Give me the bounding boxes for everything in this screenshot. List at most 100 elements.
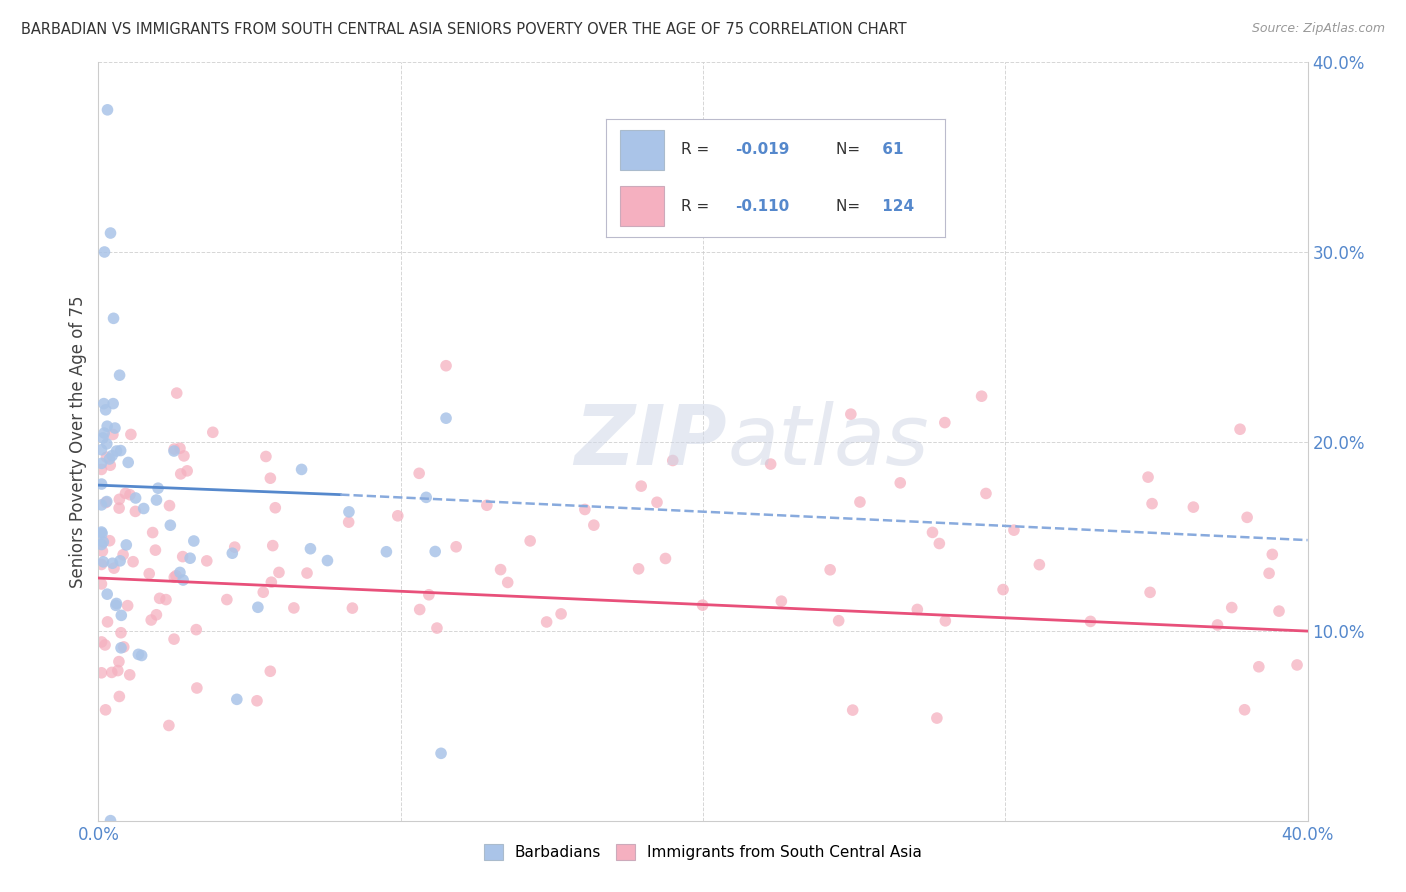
Point [91, 544, 114, 558]
Point [1002, 523, 1025, 537]
Point [818, 563, 841, 577]
Point [574, 502, 596, 516]
Point [252, 585, 274, 599]
Point [262, 539, 284, 553]
Point [246, 600, 269, 615]
Point [122, 555, 145, 569]
Point [925, 711, 948, 725]
Point [934, 614, 956, 628]
Point [107, 664, 129, 678]
Point [827, 614, 849, 628]
Point [1220, 600, 1243, 615]
Point [101, 556, 124, 570]
Point [225, 692, 247, 706]
Point [118, 668, 141, 682]
Point [434, 411, 457, 425]
Point [645, 495, 668, 509]
Point [145, 493, 167, 508]
Point [215, 592, 238, 607]
Point [138, 566, 160, 581]
Point [991, 582, 1014, 597]
Point [96, 494, 118, 508]
Point [1139, 585, 1161, 599]
Point [430, 747, 453, 761]
Point [100, 665, 122, 680]
Point [91, 526, 114, 541]
Point [759, 457, 782, 471]
Point [1229, 422, 1251, 436]
Point [1268, 604, 1291, 618]
Point [337, 505, 360, 519]
Point [91, 431, 114, 445]
Point [118, 488, 141, 502]
Point [101, 449, 124, 463]
Point [183, 534, 205, 549]
Point [142, 525, 165, 540]
Text: atlas: atlas [727, 401, 929, 482]
Point [163, 442, 186, 456]
Point [1233, 703, 1256, 717]
Point [1080, 615, 1102, 629]
Point [108, 501, 131, 516]
Point [93, 244, 115, 259]
Point [145, 543, 167, 558]
Point [173, 449, 195, 463]
Text: ZIP: ZIP [575, 401, 727, 482]
Point [132, 501, 155, 516]
Point [246, 694, 269, 708]
Point [426, 621, 449, 635]
Point [94, 703, 117, 717]
Point [934, 416, 956, 430]
Point [496, 575, 519, 590]
Point [550, 607, 572, 621]
Point [267, 566, 290, 580]
Point [110, 608, 132, 623]
Y-axis label: Seniors Poverty Over the Age of 75: Seniors Poverty Over the Age of 75 [69, 295, 87, 588]
Point [98, 458, 121, 473]
Point [90, 498, 112, 512]
Point [115, 538, 138, 552]
Point [159, 499, 181, 513]
Point [519, 533, 541, 548]
Point [145, 607, 167, 622]
Point [104, 599, 127, 613]
Point [90, 558, 112, 572]
Point [90, 665, 112, 680]
Point [409, 602, 432, 616]
Point [110, 625, 132, 640]
Point [195, 554, 218, 568]
Point [112, 640, 135, 654]
Point [169, 442, 191, 456]
Point [186, 623, 208, 637]
Point [90, 524, 112, 539]
Point [90, 462, 112, 476]
Point [839, 407, 862, 421]
Point [434, 359, 457, 373]
Point [169, 566, 191, 580]
Point [96, 615, 118, 629]
Point [172, 573, 194, 587]
Point [475, 498, 498, 512]
Point [100, 814, 122, 828]
Point [146, 481, 169, 495]
Point [105, 597, 128, 611]
Point [418, 588, 440, 602]
Point [290, 462, 312, 476]
Point [93, 425, 115, 440]
Point [96, 103, 118, 117]
Point [90, 457, 112, 471]
Point [163, 570, 186, 584]
Text: Source: ZipAtlas.com: Source: ZipAtlas.com [1251, 22, 1385, 36]
Point [1236, 510, 1258, 524]
Point [96, 437, 118, 451]
Point [444, 540, 467, 554]
Point [110, 443, 132, 458]
Point [415, 491, 437, 505]
Point [124, 491, 146, 505]
Point [108, 554, 131, 568]
Point [104, 421, 127, 435]
Point [849, 495, 872, 509]
Point [259, 471, 281, 485]
Point [283, 601, 305, 615]
Point [165, 568, 187, 582]
